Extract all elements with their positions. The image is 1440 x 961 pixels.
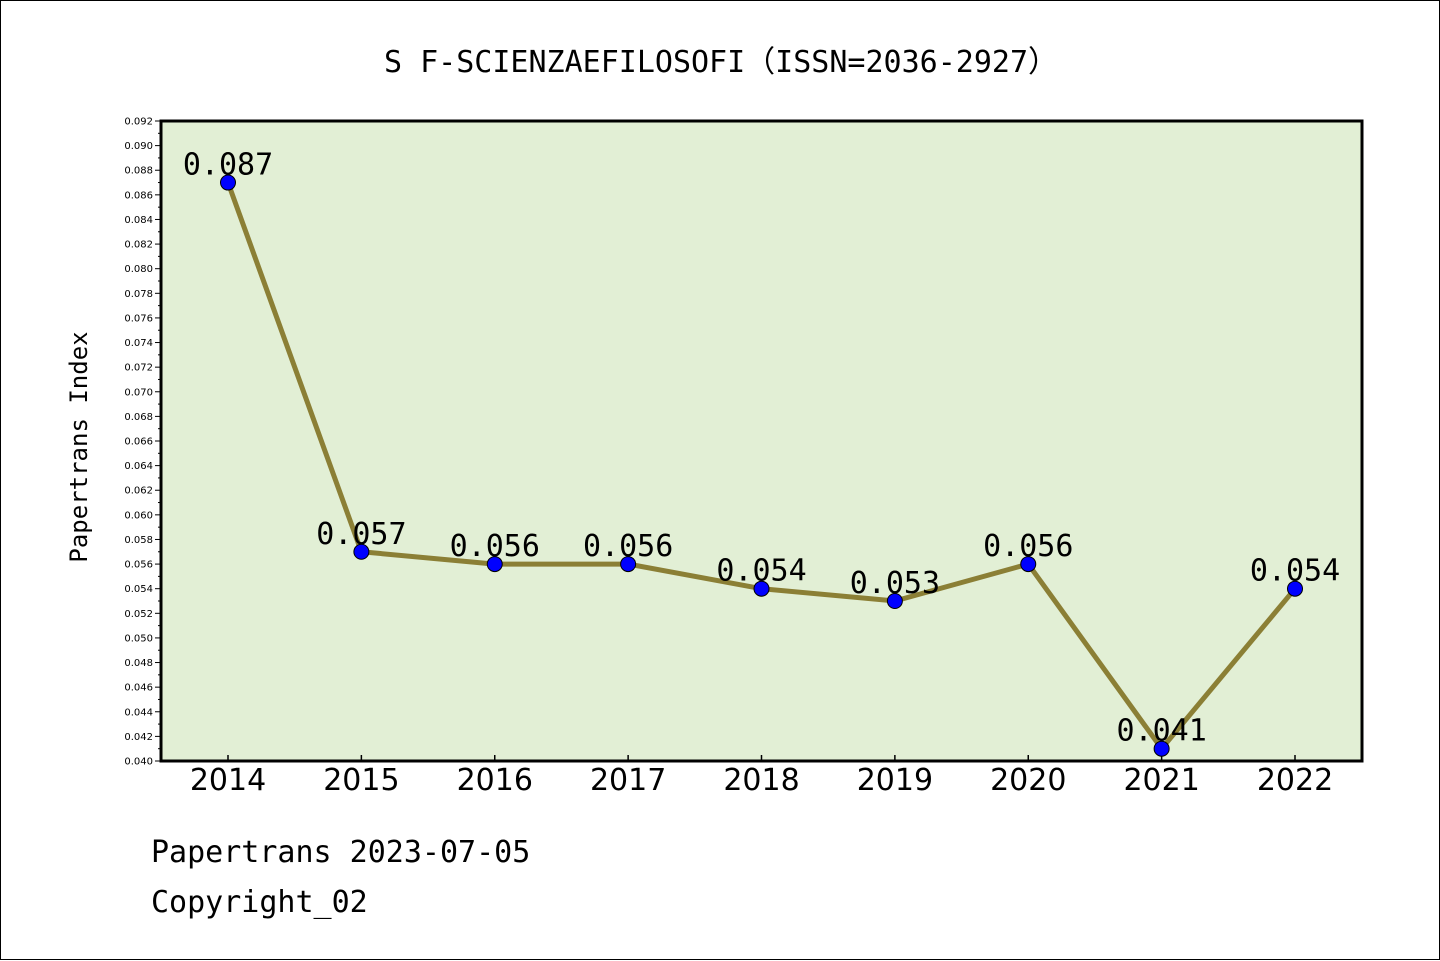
y-tick-label: 0.072 xyxy=(124,363,153,374)
y-axis-label: Papertrans Index xyxy=(65,331,93,562)
x-tick-label: 2016 xyxy=(457,763,533,798)
data-label: 0.054 xyxy=(716,554,806,589)
y-tick-label: 0.076 xyxy=(124,313,153,324)
y-tick-label: 0.052 xyxy=(124,609,153,620)
y-tick-label: 0.068 xyxy=(124,412,153,423)
data-point xyxy=(353,543,370,560)
y-tick-label: 0.082 xyxy=(124,240,153,251)
x-tick-label: 2017 xyxy=(590,763,666,798)
data-label: 0.087 xyxy=(183,148,273,183)
data-point xyxy=(1287,580,1303,597)
data-point xyxy=(486,556,503,573)
data-point xyxy=(886,593,903,609)
y-tick-label: 0.062 xyxy=(124,486,153,497)
y-tick-label: 0.050 xyxy=(124,633,153,644)
y-tick-label: 0.080 xyxy=(124,264,153,275)
y-tick-label: 0.044 xyxy=(124,707,153,718)
y-tick-label: 0.042 xyxy=(124,732,153,743)
data-point xyxy=(1153,740,1170,757)
data-point xyxy=(753,580,770,597)
y-tick-label: 0.070 xyxy=(124,387,153,398)
y-tick-label: 0.086 xyxy=(124,190,153,201)
y-tick-label: 0.058 xyxy=(124,535,153,546)
footer-date: Papertrans 2023-07-05 xyxy=(151,835,531,870)
y-tick-label: 0.060 xyxy=(124,510,153,521)
x-tick-label: 2014 xyxy=(190,763,266,798)
data-label: 0.053 xyxy=(850,566,940,601)
data-label: 0.056 xyxy=(583,529,673,564)
data-label: 0.041 xyxy=(1116,714,1206,749)
x-tick-label: 2022 xyxy=(1257,763,1333,798)
y-tick-label: 0.084 xyxy=(124,215,153,226)
y-tick-label: 0.056 xyxy=(124,560,153,571)
plot-area xyxy=(161,121,1362,761)
chart-title: S F-SCIENZAEFILOSOFI（ISSN=2036-2927） xyxy=(383,45,1059,80)
data-point xyxy=(1020,556,1037,573)
y-tick-label: 0.088 xyxy=(124,166,153,177)
x-tick-label: 2018 xyxy=(723,763,799,798)
y-tick-label: 0.054 xyxy=(124,584,153,595)
y-tick-label: 0.074 xyxy=(124,338,153,349)
data-label: 0.056 xyxy=(450,529,540,564)
y-tick-label: 0.048 xyxy=(124,658,153,669)
data-label: 0.056 xyxy=(983,529,1073,564)
y-tick-label: 0.066 xyxy=(124,437,153,448)
y-tick-label: 0.064 xyxy=(124,461,153,472)
x-tick-label: 2015 xyxy=(323,763,399,798)
y-tick-label: 0.040 xyxy=(124,757,153,768)
data-label: 0.054 xyxy=(1250,554,1340,589)
y-tick-label: 0.078 xyxy=(124,289,153,300)
y-tick-label: 0.092 xyxy=(124,117,153,128)
y-tick-label: 0.090 xyxy=(124,141,153,152)
data-point xyxy=(220,174,236,191)
plot-border xyxy=(159,119,1364,763)
x-tick-label: 2021 xyxy=(1123,763,1199,798)
x-tick-label: 2019 xyxy=(857,763,933,798)
data-label: 0.057 xyxy=(316,517,406,552)
y-tick-label: 0.046 xyxy=(124,683,153,694)
x-tick-label: 2020 xyxy=(990,763,1066,798)
data-point xyxy=(620,556,637,573)
footer-copyright: Copyright_02 xyxy=(151,885,368,920)
